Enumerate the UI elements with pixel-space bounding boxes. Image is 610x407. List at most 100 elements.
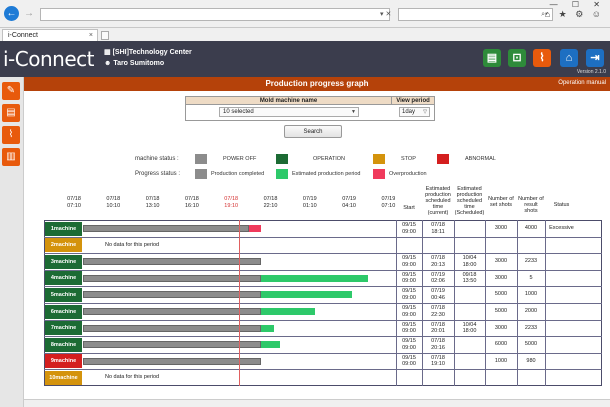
bar-chart-icon[interactable]: ▥ — [2, 148, 20, 166]
tab-title: i-Connect — [8, 32, 38, 39]
completed-bar — [83, 341, 262, 349]
time-tick-label: 07/18 22:10 — [263, 196, 278, 209]
browser-chrome: ← → ▾ ✕ ⌕▾ ⌂ ★ ⚙ ☺ — ☐ ✕ — [0, 0, 610, 28]
est-scheduled-column-header: Estimated production scheduled time (Sch… — [454, 186, 485, 216]
machine-status-swatch — [373, 154, 385, 164]
estimated-bar — [261, 308, 315, 315]
machine-status-swatch — [195, 154, 207, 164]
result-cell: 5000 — [524, 341, 538, 348]
page-title: Production progress graph — [265, 79, 369, 88]
estimated-bar — [261, 291, 353, 299]
browser-search-input[interactable]: ⌕▾ — [398, 8, 553, 21]
est_current-cell: 07/18 20:16 — [431, 338, 445, 351]
filter-panel: Mold machine name View period 10 selecte… — [185, 96, 435, 121]
machine-status-legend-label: STOP — [401, 156, 416, 162]
row-divider — [44, 319, 602, 321]
est-current-column-header: Estimated production scheduled time (cur… — [425, 186, 451, 216]
machine-label[interactable]: 7machine — [45, 321, 82, 336]
row-divider — [44, 352, 602, 354]
estimated-bar — [261, 324, 274, 332]
machine-status-swatch — [276, 154, 288, 164]
set-cell: 3000 — [494, 274, 508, 281]
progress-status-legend-label: Overproduction — [389, 171, 427, 177]
progress-status-swatch — [276, 169, 288, 179]
result-cell: 2000 — [524, 308, 538, 314]
app-logo: i-Connect — [3, 47, 94, 71]
machine-label[interactable]: 9machine — [45, 354, 82, 369]
progress-status-legend-label: Production completed — [211, 171, 265, 177]
machine-label[interactable]: 6machine — [45, 304, 82, 319]
set-cell: 5000 — [494, 308, 508, 314]
no-data-message: No data for this period — [105, 241, 160, 248]
result-cell: 2233 — [524, 258, 538, 265]
row-divider — [44, 253, 602, 255]
machine-label[interactable]: 10machine — [45, 370, 82, 385]
start-cell: 09/15 09:00 — [402, 222, 416, 235]
machine-status-legend-label: OPERATION — [313, 156, 345, 162]
tab-bar: i-Connect × — [0, 28, 610, 41]
time-tick-label: 07/18 16:10 — [185, 196, 199, 209]
machine-status-legend-label: POWER OFF — [223, 156, 257, 162]
window-controls[interactable]: — ☐ ✕ — [549, 0, 606, 9]
est_current-cell: 07/18 18:11 — [431, 222, 445, 235]
toolbar-icons[interactable]: ⌂ ★ ⚙ ☺ — [544, 9, 604, 19]
home-icon[interactable]: ⌂ — [560, 49, 578, 67]
browser-tab[interactable]: i-Connect × — [2, 29, 98, 41]
start-cell: 09/15 09:00 — [402, 271, 416, 285]
machine-status-swatch — [437, 154, 449, 164]
current-time-line — [239, 220, 240, 386]
address-bar-actions[interactable]: ▾ ✕ — [380, 11, 392, 18]
chart-icon[interactable]: ⌇ — [533, 49, 551, 67]
estimated-bar — [261, 341, 281, 349]
set-shots-column-header: Number of set shots — [488, 196, 514, 208]
chevron-down-icon: ▽ — [423, 109, 427, 115]
overproduction-bar — [248, 225, 262, 232]
machine-label[interactable]: 8machine — [45, 337, 82, 352]
search-button[interactable]: Search — [284, 125, 342, 138]
forward-icon[interactable]: → — [24, 8, 34, 19]
set-cell: 5000 — [494, 291, 508, 298]
result-cell: 5 — [529, 274, 533, 281]
status-cell: Excessive — [549, 225, 574, 231]
tools-icon[interactable]: ✎ — [2, 82, 20, 100]
result-cell: 1000 — [524, 291, 538, 298]
unlock-icon[interactable]: ⊡ — [508, 49, 526, 67]
view-period-select[interactable]: 1day ▽ — [399, 107, 430, 117]
machine-label[interactable]: 1machine — [45, 221, 82, 236]
line-chart-icon[interactable]: ⌇ — [2, 126, 20, 144]
search-icon[interactable]: ⌕▾ — [541, 11, 548, 18]
progress-status-swatch — [373, 169, 385, 179]
est_current-cell: 07/18 20:13 — [431, 255, 445, 268]
set-cell: 6000 — [494, 341, 508, 348]
start-cell: 09/15 09:00 — [402, 288, 416, 301]
start-cell: 09/15 09:00 — [402, 338, 416, 351]
main-content: Production progress graph Operation manu… — [24, 77, 610, 407]
version-label: Version 2.1.0 — [576, 69, 606, 75]
horizontal-scrollbar[interactable] — [24, 399, 610, 407]
report-icon[interactable]: ▤ — [483, 49, 501, 67]
mold-machine-select[interactable]: 10 selected ▼ — [219, 107, 359, 117]
estimated-bar — [261, 274, 368, 282]
machine-label[interactable]: 2machine — [45, 238, 82, 253]
back-icon[interactable]: ← — [4, 6, 19, 21]
time-tick-label: 07/19 07:10 — [381, 196, 396, 209]
document-icon[interactable]: ▤ — [2, 104, 20, 122]
chevron-down-icon: ▼ — [351, 109, 356, 115]
completed-bar — [83, 225, 249, 232]
new-tab-button[interactable] — [101, 31, 109, 40]
progress-status-label: Progress status : — [135, 171, 181, 177]
operation-manual-link[interactable]: Operation manual — [558, 80, 606, 86]
logout-icon[interactable]: ⇥ — [586, 49, 604, 67]
start-column-header: Start — [403, 205, 415, 211]
mold-machine-header: Mold machine name — [186, 97, 392, 105]
organization-name: ▦ [SHI]Technology Center — [104, 49, 192, 56]
start-cell: 09/15 09:00 — [402, 354, 416, 368]
close-tab-icon[interactable]: × — [88, 32, 93, 39]
machine-label[interactable]: 3machine — [45, 254, 82, 269]
address-bar[interactable] — [40, 8, 390, 21]
set-cell: 3000 — [494, 324, 508, 331]
machine-label[interactable]: 5machine — [45, 287, 82, 302]
result-cell: 980 — [526, 357, 536, 364]
machine-label[interactable]: 4machine — [45, 271, 82, 286]
time-tick-label: 07/18 10:10 — [106, 196, 121, 209]
